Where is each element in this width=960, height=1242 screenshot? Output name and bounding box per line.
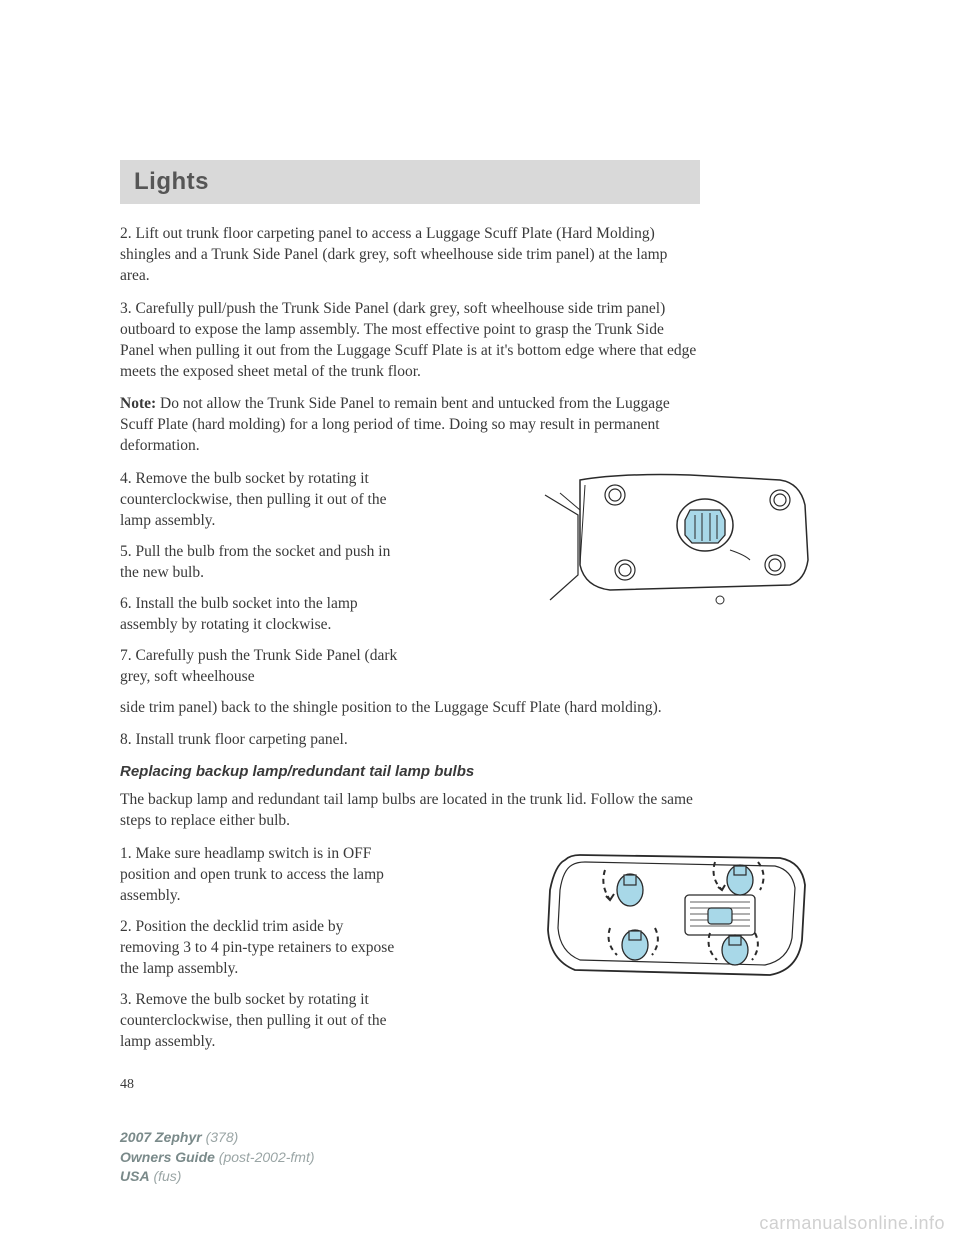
step-3: 3. Carefully pull/push the Trunk Side Pa… — [120, 299, 700, 383]
section-title: Lights — [134, 168, 209, 195]
note-text: Do not allow the Trunk Side Panel to rem… — [120, 395, 670, 454]
footer-code-1: (378) — [202, 1129, 239, 1145]
footer-line-2: Owners Guide (post-2002-fmt) — [120, 1148, 315, 1168]
footer-region: USA — [120, 1168, 150, 1184]
section-header: Lights — [120, 160, 700, 204]
step-8: 8. Install trunk floor carpeting panel. — [120, 730, 700, 751]
sub-step-2: 2. Position the decklid trim aside by re… — [120, 917, 400, 980]
note-paragraph: Note: Do not allow the Trunk Side Panel … — [120, 394, 700, 457]
step-4: 4. Remove the bulb socket by rotating it… — [120, 469, 400, 532]
page-number: 48 — [120, 1077, 820, 1093]
footer-guide: Owners Guide — [120, 1149, 215, 1165]
footer-line-1: 2007 Zephyr (378) — [120, 1128, 315, 1148]
footer-model: 2007 Zephyr — [120, 1129, 202, 1145]
step-4-7-row: 4. Remove the bulb socket by rotating it… — [120, 469, 820, 697]
step-5: 5. Pull the bulb from the socket and pus… — [120, 542, 400, 584]
text-column-1: 4. Remove the bulb socket by rotating it… — [120, 469, 510, 697]
lamp-assembly-illustration — [530, 465, 820, 615]
page-container: Lights 2. Lift out trunk floor carpeting… — [0, 0, 960, 1093]
sub-steps-row: 1. Make sure headlamp switch is in OFF p… — [120, 844, 820, 1062]
step-7a: 7. Carefully push the Trunk Side Panel (… — [120, 646, 400, 688]
step-7b: side trim panel) back to the shingle pos… — [120, 698, 700, 719]
note-label: Note: — [120, 395, 156, 412]
trunk-lid-illustration — [530, 840, 820, 990]
sub-step-1: 1. Make sure headlamp switch is in OFF p… — [120, 844, 400, 907]
watermark: carmanualsonline.info — [759, 1213, 945, 1234]
step-6: 6. Install the bulb socket into the lamp… — [120, 594, 400, 636]
sub-step-3: 3. Remove the bulb socket by rotating it… — [120, 990, 400, 1053]
footer: 2007 Zephyr (378) Owners Guide (post-200… — [120, 1128, 315, 1187]
subsection-title: Replacing backup lamp/redundant tail lam… — [120, 763, 820, 780]
sub-intro: The backup lamp and redundant tail lamp … — [120, 790, 700, 832]
text-column-2: 1. Make sure headlamp switch is in OFF p… — [120, 844, 510, 1062]
footer-code-3: (fus) — [150, 1168, 182, 1184]
step-2: 2. Lift out trunk floor carpeting panel … — [120, 224, 700, 287]
footer-code-2: (post-2002-fmt) — [215, 1149, 315, 1165]
footer-line-3: USA (fus) — [120, 1167, 315, 1187]
